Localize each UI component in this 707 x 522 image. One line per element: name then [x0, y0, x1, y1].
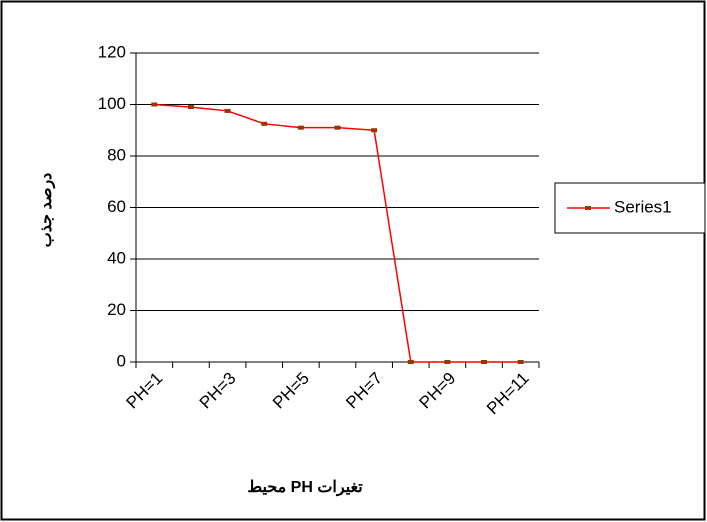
legend-marker: [585, 206, 591, 210]
point-marker: [481, 360, 488, 364]
point-marker: [187, 105, 194, 110]
legend-label: Series1: [614, 197, 672, 216]
point-marker: [297, 125, 304, 130]
y-tick-label: 100: [98, 94, 126, 113]
point-marker: [334, 125, 341, 130]
point-marker: [517, 360, 524, 364]
y-tick-label: 20: [107, 300, 126, 319]
x-axis-title: تغیرات PH محیط: [247, 479, 363, 497]
y-tick-label: 40: [107, 248, 126, 267]
y-tick-label: 120: [98, 42, 126, 61]
point-marker: [444, 360, 451, 364]
point-marker: [407, 360, 414, 364]
y-tick-label: 0: [117, 351, 126, 370]
point-marker: [151, 102, 158, 107]
point-marker: [261, 121, 268, 126]
point-marker: [224, 108, 231, 113]
point-marker: [371, 128, 378, 133]
y-axis-title: درصد جذب: [38, 173, 56, 248]
y-tick-label: 80: [107, 145, 126, 164]
y-tick-label: 60: [107, 197, 126, 216]
